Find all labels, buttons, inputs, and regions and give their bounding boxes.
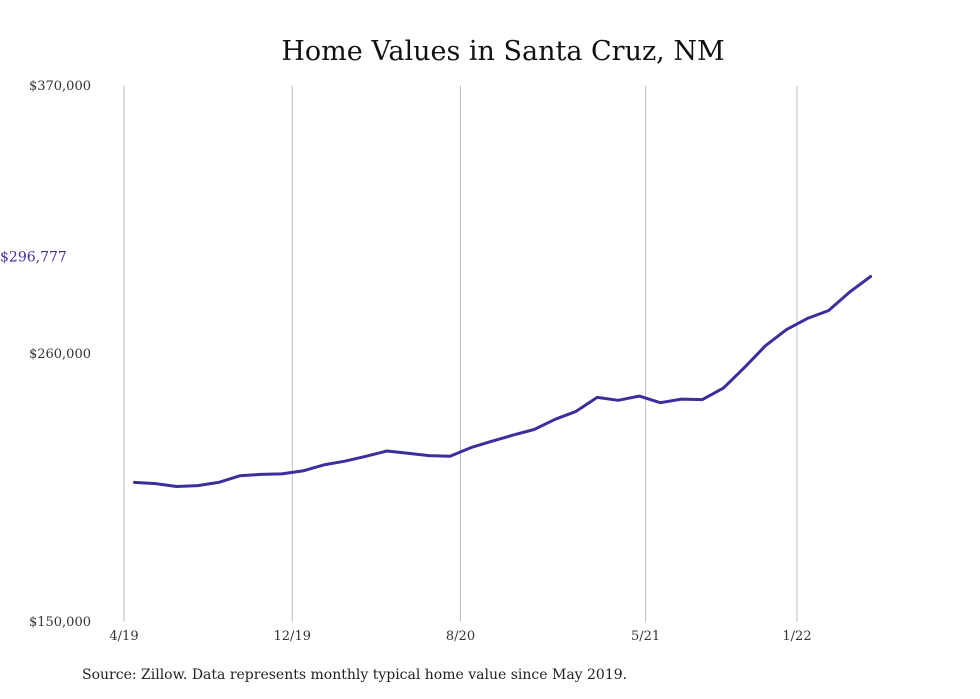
y-tick-label: $150,000 <box>29 615 91 630</box>
gridlines <box>123 86 798 622</box>
series-line <box>133 275 873 488</box>
chart-title: Home Values in Santa Cruz, NM <box>281 36 724 67</box>
source-note: Source: Zillow. Data represents monthly … <box>82 667 628 683</box>
y-axis-ticks: $150,000 $260,000 $370,000 <box>29 79 91 630</box>
x-tick-label: 4/19 <box>109 629 138 644</box>
x-tick-label: 12/19 <box>274 629 311 644</box>
x-tick-label: 8/20 <box>446 629 475 644</box>
y-tick-label: $260,000 <box>29 347 91 362</box>
x-tick-label: 1/22 <box>782 629 811 644</box>
x-tick-label: 5/21 <box>631 629 660 644</box>
x-axis-ticks: 4/19 12/19 8/20 5/21 1/22 <box>109 629 811 644</box>
y-tick-label: $370,000 <box>29 79 91 94</box>
end-value-label: $296,777 <box>0 249 67 265</box>
